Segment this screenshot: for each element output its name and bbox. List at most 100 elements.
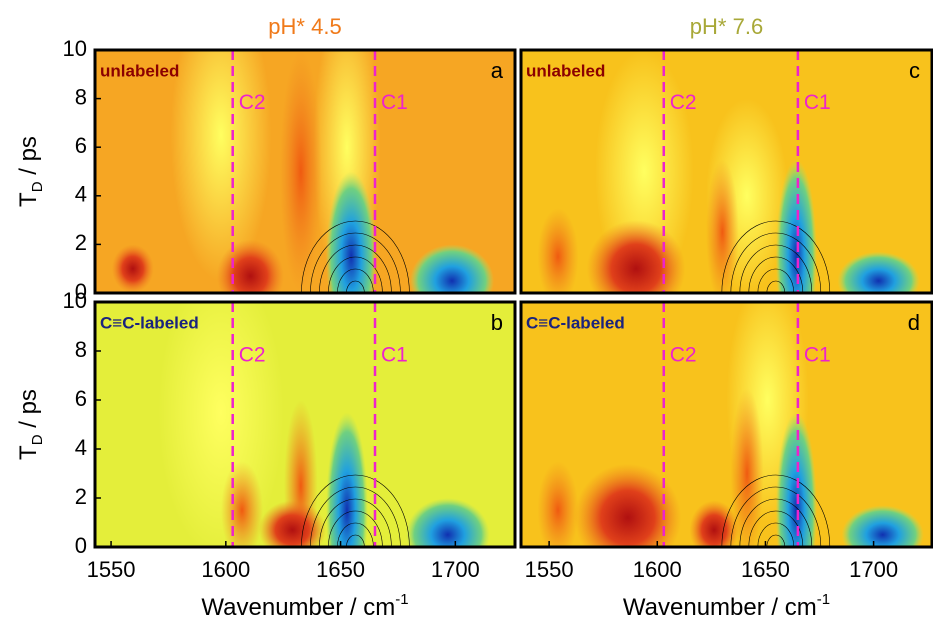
contour-line [748, 256, 804, 293]
y-axis-label-main: T [15, 192, 42, 207]
contour-line [328, 256, 383, 293]
x-tick-label: 1650 [741, 557, 790, 582]
y-tick-label: 0 [75, 279, 87, 304]
contour-line [757, 522, 795, 547]
contour-line [310, 232, 401, 293]
y-tick-label: 0 [75, 533, 87, 558]
contour-blob [586, 220, 686, 293]
annotation-label: C1 [804, 91, 831, 114]
contour-line [337, 522, 374, 547]
contour-line [301, 220, 410, 293]
contour-blob [221, 461, 263, 547]
y-axis-label-main: T [15, 445, 42, 460]
y-tick-label: 6 [75, 386, 87, 411]
panel-label: c [909, 58, 920, 83]
panel-label: a [491, 58, 504, 83]
contour-line [766, 534, 786, 547]
contour-line [730, 232, 822, 293]
contour-blob [405, 498, 490, 547]
contour-line [739, 498, 813, 547]
contour-line [721, 220, 831, 293]
contour-blob [841, 505, 924, 547]
contour-area [95, 50, 515, 293]
y-tick-label: 2 [75, 484, 87, 509]
x-tick-label: 1650 [316, 557, 365, 582]
panel: C2 C1 C≡C-labeled b 0 2 4 6 8 10 1550 1600 1650 1700 W… [15, 288, 517, 621]
panel: C2 C1 unlabeled a pH* 4.5 0 2 4 6 8 10 TD / ps [15, 14, 517, 304]
contour-blob [326, 412, 368, 547]
panel-tag: unlabeled [100, 61, 179, 80]
contour-blob [537, 461, 579, 547]
y-tick-label: 8 [75, 84, 87, 109]
y-axis-label-rest: / ps [15, 136, 42, 181]
contour-blob [170, 50, 272, 281]
contour-blob [689, 500, 739, 547]
panel-frame [519, 48, 933, 295]
contour-blob [705, 159, 739, 293]
y-axis-label-sub: D [29, 181, 46, 192]
x-axis-label-main: Wavenumber / cm [623, 594, 817, 621]
x-tick-label: 1550 [87, 557, 136, 582]
contour-line [739, 244, 813, 293]
x-tick-label: 1600 [633, 557, 682, 582]
panel-label: d [908, 310, 920, 335]
x-axis-label-sup: -1 [395, 591, 408, 608]
y-axis-label-sub: D [29, 434, 46, 445]
x-tick-label: 1550 [525, 557, 574, 582]
column-title: pH* 7.6 [690, 14, 763, 39]
y-tick-label: 6 [75, 133, 87, 158]
annotation-label: C2 [239, 91, 266, 114]
x-tick-label: 1700 [849, 557, 898, 582]
contour-blob [574, 463, 682, 547]
y-tick-label: 10 [63, 36, 87, 61]
contour-line [748, 510, 804, 547]
contour-line [310, 486, 401, 547]
panel-frame [519, 300, 933, 549]
panel: C2 C1 unlabeled c pH* 7.6 [519, 14, 933, 295]
column-title: pH* 4.5 [268, 14, 341, 39]
panel-tag: C≡C-labeled [526, 313, 625, 332]
x-tick-label: 1700 [431, 557, 480, 582]
annotation-label: C2 [239, 343, 266, 366]
annotation-label: C2 [670, 91, 697, 114]
panel-frame [93, 300, 517, 549]
y-tick-label: 4 [75, 435, 87, 460]
contour-line [757, 268, 795, 293]
panel: C2 C1 C≡C-labeled d 1550 1600 1650 1700 Wavenumb… [519, 300, 933, 621]
x-axis-label-main: Wavenumber / cm [201, 594, 395, 621]
panel-label: b [491, 310, 503, 335]
contour-line [346, 534, 365, 547]
y-axis-label: TD / ps [15, 136, 46, 207]
contour-area [521, 50, 932, 293]
contour-blob [111, 244, 154, 293]
annotation-label: C2 [670, 343, 697, 366]
annotation-label: C1 [381, 343, 408, 366]
contour-line [730, 486, 822, 547]
contour-line [346, 280, 365, 293]
x-tick-label: 1600 [201, 557, 250, 582]
contour-line [319, 498, 392, 547]
contour-line [328, 510, 383, 547]
contour-area [95, 302, 515, 547]
contour-blob [326, 171, 377, 293]
panel-tag: unlabeled [526, 61, 605, 80]
contour-line [319, 244, 392, 293]
y-axis-label: TD / ps [15, 389, 46, 460]
contour-line [721, 474, 831, 547]
contour-area [521, 302, 932, 547]
contour-blob [258, 500, 326, 547]
panel-frame [93, 48, 517, 295]
contour-blob [537, 207, 579, 293]
contour-line [337, 268, 374, 293]
y-tick-label: 2 [75, 230, 87, 255]
y-tick-label: 4 [75, 182, 87, 207]
contour-blob [279, 50, 322, 293]
contour-blob [410, 244, 494, 293]
y-axis-label-rest: / ps [15, 389, 42, 434]
annotation-label: C1 [381, 91, 408, 114]
panel-tag: C≡C-labeled [100, 313, 199, 332]
x-axis-label: Wavenumber / cm-1 [201, 591, 408, 621]
y-tick-label: 10 [63, 288, 87, 313]
contour-line [766, 280, 786, 293]
